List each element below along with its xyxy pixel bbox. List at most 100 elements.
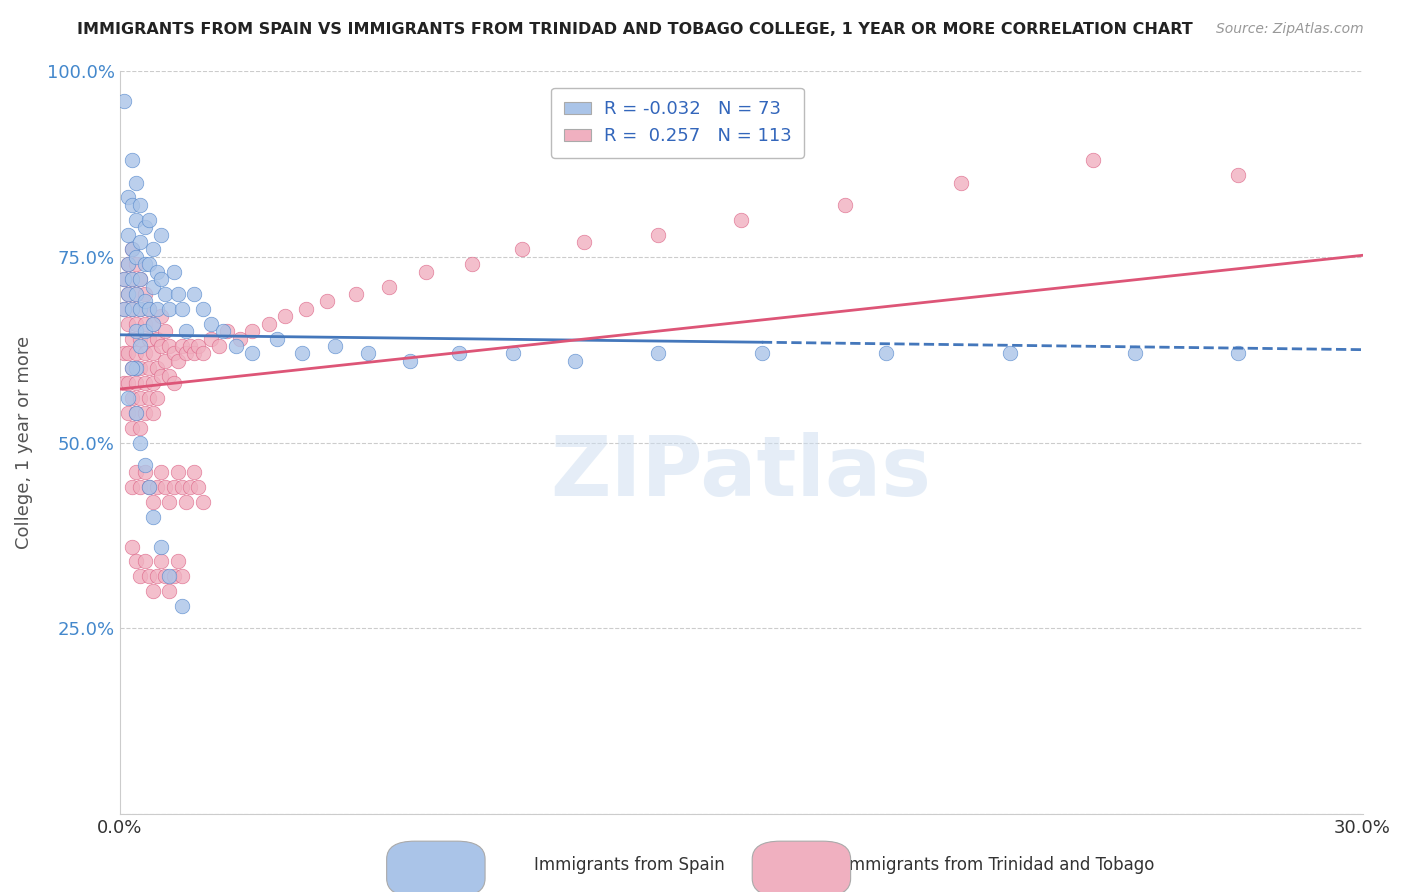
Point [121,272,143,286]
Point [875,346,897,360]
Point [159,569,181,583]
Point [117,287,139,301]
Point [117,346,139,360]
Point [138,301,160,316]
Point [751,346,773,360]
Point [834,198,856,212]
Point [121,272,143,286]
Point [134,287,156,301]
Point [142,243,165,257]
Point [166,554,188,568]
Point [183,287,205,301]
Point [134,346,156,360]
Point [461,257,484,271]
Point [150,227,173,242]
Point [162,346,184,360]
Point [142,406,165,420]
Point [150,310,173,324]
Point [146,332,169,346]
Point [121,420,143,434]
Point [125,554,148,568]
Point [125,324,148,338]
Point [510,243,533,257]
Point [150,540,173,554]
Point [134,324,156,338]
Point [155,480,177,494]
Point [134,465,156,479]
Point [117,406,139,420]
Legend: R = -0.032   N = 73, R =  0.257   N = 113: R = -0.032 N = 73, R = 0.257 N = 113 [551,87,804,158]
Point [1000,346,1022,360]
Point [121,391,143,405]
Point [125,176,148,190]
Point [134,406,156,420]
Point [142,495,165,509]
Point [138,301,160,316]
Point [730,212,752,227]
Point [159,301,181,316]
Point [121,198,143,212]
Point [121,153,143,168]
Point [121,243,143,257]
Point [146,391,169,405]
Point [129,198,152,212]
Point [150,554,173,568]
Point [315,294,337,309]
Point [949,176,972,190]
Point [159,584,181,599]
Point [112,272,135,286]
Point [121,540,143,554]
Point [129,435,152,450]
Point [142,317,165,331]
Point [200,332,222,346]
Point [502,346,524,360]
Point [291,346,314,360]
Point [357,346,380,360]
Point [129,339,152,353]
Point [170,569,193,583]
Point [125,376,148,390]
Point [117,190,139,204]
Point [174,324,197,338]
Point [146,361,169,376]
Point [125,346,148,360]
Point [129,569,152,583]
Point [159,368,181,383]
Point [117,257,139,271]
Point [179,339,201,353]
Point [647,346,669,360]
Point [138,361,160,376]
Point [138,391,160,405]
Point [240,324,263,338]
Point [125,287,148,301]
Point [274,310,297,324]
Point [125,287,148,301]
Point [183,346,205,360]
Point [129,301,152,316]
Point [146,265,169,279]
Point [225,339,247,353]
Point [170,599,193,613]
Point [121,332,143,346]
Point [125,361,148,376]
Point [162,480,184,494]
Point [323,339,346,353]
Point [129,391,152,405]
Point [229,332,252,346]
Point [150,339,173,353]
Point [138,257,160,271]
Point [191,495,214,509]
Point [117,287,139,301]
Point [183,465,205,479]
Point [155,287,177,301]
Point [212,324,235,338]
Point [572,235,595,249]
Point [170,480,193,494]
Point [146,480,169,494]
Point [240,346,263,360]
Point [415,265,437,279]
Text: Immigrants from Spain: Immigrants from Spain [534,855,725,873]
Point [117,317,139,331]
Point [117,376,139,390]
Point [191,301,214,316]
